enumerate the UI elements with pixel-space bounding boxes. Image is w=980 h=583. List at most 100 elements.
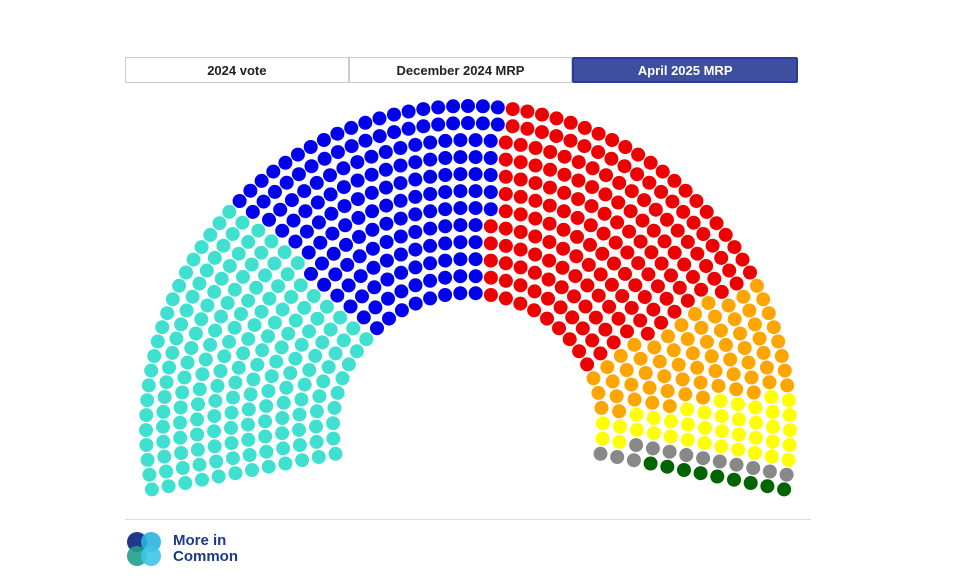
seat: [372, 129, 387, 144]
seat: [236, 346, 251, 361]
seat: [275, 223, 290, 238]
seat: [662, 399, 677, 414]
seat: [382, 311, 396, 326]
seat: [659, 291, 674, 306]
seat: [325, 226, 340, 241]
seat: [365, 241, 380, 256]
seat: [570, 210, 585, 225]
seat: [453, 133, 468, 148]
seat: [216, 238, 231, 253]
seat: [139, 438, 154, 452]
seat: [628, 278, 643, 293]
seat: [505, 102, 520, 117]
seat: [275, 302, 290, 317]
seat: [571, 192, 586, 207]
seat: [583, 218, 598, 233]
seat: [630, 422, 644, 437]
seat: [633, 234, 648, 249]
seat: [542, 198, 557, 213]
seat: [283, 366, 298, 380]
seat: [513, 137, 528, 152]
tab[interactable]: December 2024 MRP: [348, 57, 573, 83]
seat: [256, 194, 271, 209]
seat: [599, 168, 613, 183]
seat: [707, 271, 722, 286]
seat: [337, 199, 352, 214]
seat: [705, 238, 720, 253]
seat: [584, 199, 599, 214]
seat: [364, 167, 379, 182]
seat: [694, 320, 709, 335]
seat: [549, 111, 564, 126]
seat: [387, 125, 402, 140]
seat: [498, 135, 513, 150]
seat: [249, 280, 264, 295]
seat: [729, 276, 744, 291]
seat: [312, 389, 327, 404]
seat: [490, 100, 505, 115]
seat: [513, 155, 528, 170]
seat: [316, 133, 331, 147]
seat: [597, 206, 612, 221]
seat: [217, 349, 232, 364]
seat: [275, 411, 290, 425]
seat: [700, 334, 714, 349]
seat: [335, 371, 350, 386]
seat: [557, 167, 572, 182]
seat: [150, 334, 165, 349]
seat: [292, 407, 307, 422]
seat: [438, 253, 453, 268]
seat: [520, 104, 535, 119]
seat: [379, 216, 394, 231]
seat: [309, 404, 324, 419]
seat: [593, 267, 608, 282]
seat: [228, 466, 243, 481]
seat: [643, 456, 658, 471]
seat: [527, 284, 542, 299]
seat: [698, 420, 712, 435]
seat: [222, 204, 237, 219]
seat: [258, 429, 273, 444]
seat: [556, 241, 571, 256]
seat: [642, 380, 657, 395]
seat: [678, 387, 693, 402]
seat: [697, 436, 712, 451]
seat: [624, 184, 639, 199]
seat: [358, 133, 373, 148]
seat: [207, 284, 222, 299]
tab[interactable]: 2024 vote: [125, 57, 349, 83]
seat: [295, 453, 310, 468]
seat: [157, 449, 172, 464]
chart: [139, 99, 797, 497]
seat: [654, 184, 669, 199]
seat: [226, 390, 240, 405]
seat: [723, 352, 738, 367]
seat: [207, 409, 222, 424]
seat: [352, 229, 366, 244]
seat: [630, 167, 645, 182]
seat: [262, 291, 277, 306]
seat: [172, 278, 187, 293]
seat: [693, 375, 708, 390]
seat: [577, 120, 592, 135]
seat: [527, 303, 542, 318]
seat: [309, 434, 324, 449]
seat: [777, 482, 792, 497]
seat: [585, 333, 600, 348]
seat: [569, 249, 584, 264]
seat: [498, 152, 513, 167]
seat: [190, 442, 205, 457]
tab-bar: 2024 vote December 2024 MRP April 2025 MRP: [125, 57, 799, 83]
seat: [624, 300, 639, 315]
tab[interactable]: April 2025 MRP: [572, 57, 799, 83]
seat: [284, 193, 299, 208]
seat: [781, 452, 796, 467]
seat: [453, 235, 468, 250]
seat: [276, 395, 291, 410]
seat: [513, 260, 528, 275]
seat: [655, 164, 670, 179]
seat: [408, 242, 423, 257]
seat: [542, 235, 557, 249]
seat: [155, 320, 170, 335]
seat: [328, 446, 343, 461]
